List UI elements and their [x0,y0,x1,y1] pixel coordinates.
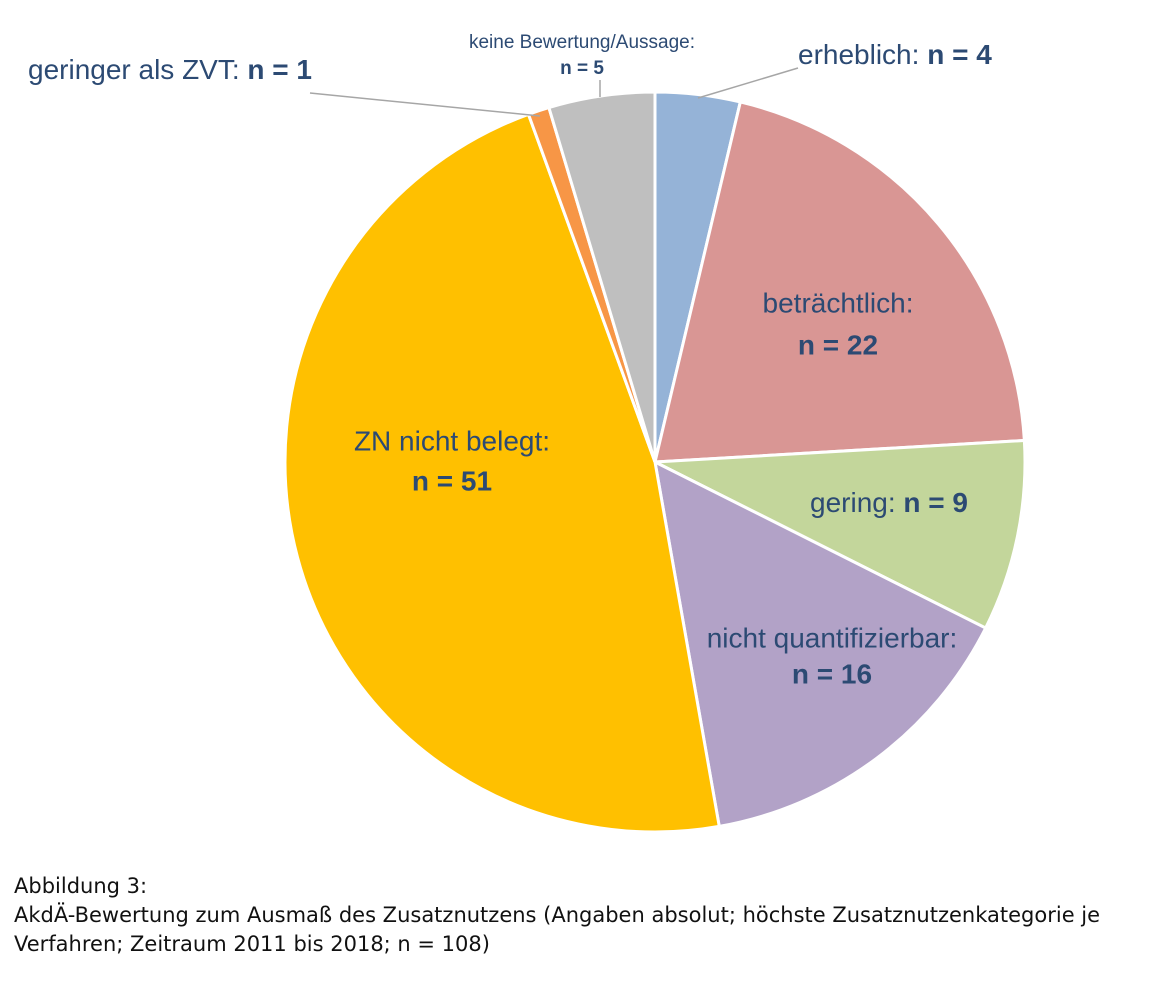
category-name: keine Bewertung/Aussage: [469,32,695,53]
leader-line [309,92,541,117]
chart: erheblich: n = 4 beträchtlich: n = 22 gerin… [28,32,1027,834]
category-name: ZN nicht belegt: [354,425,550,456]
category-name: nicht quantifizierbar: [707,622,958,653]
value-label: n = 22 [798,329,878,360]
value-label: n = 16 [792,658,872,689]
pie-slice [283,112,721,834]
value-label: n = 51 [412,465,492,496]
slice-label: gering: n = 9 [810,487,968,518]
value-label: n = 5 [560,58,604,79]
pie-slice [547,90,657,463]
slice-label: erheblich: n = 4 [798,39,992,70]
slice-label: geringer als ZVT: n = 1 [28,54,312,85]
pie-slice [649,438,1027,631]
category-name: gering: [810,487,896,518]
value-label: n = 1 [247,54,312,85]
pie-slice [653,100,1026,464]
category-name: geringer als ZVT: [28,54,240,85]
value-label: n = 9 [903,487,968,518]
category-name: erheblich: [798,39,919,70]
caption: Abbildung 3: AkdÄ-Bewertung zum Ausmaß d… [14,872,1144,959]
value-label: n = 4 [927,39,992,70]
caption-label: Abbildung 3: [14,874,148,898]
category-name: beträchtlich: [763,287,914,318]
pie-slice [653,459,988,829]
caption-text: AkdÄ-Bewertung zum Ausmaß des Zusatznutz… [14,903,1101,956]
leader-line [697,67,799,99]
